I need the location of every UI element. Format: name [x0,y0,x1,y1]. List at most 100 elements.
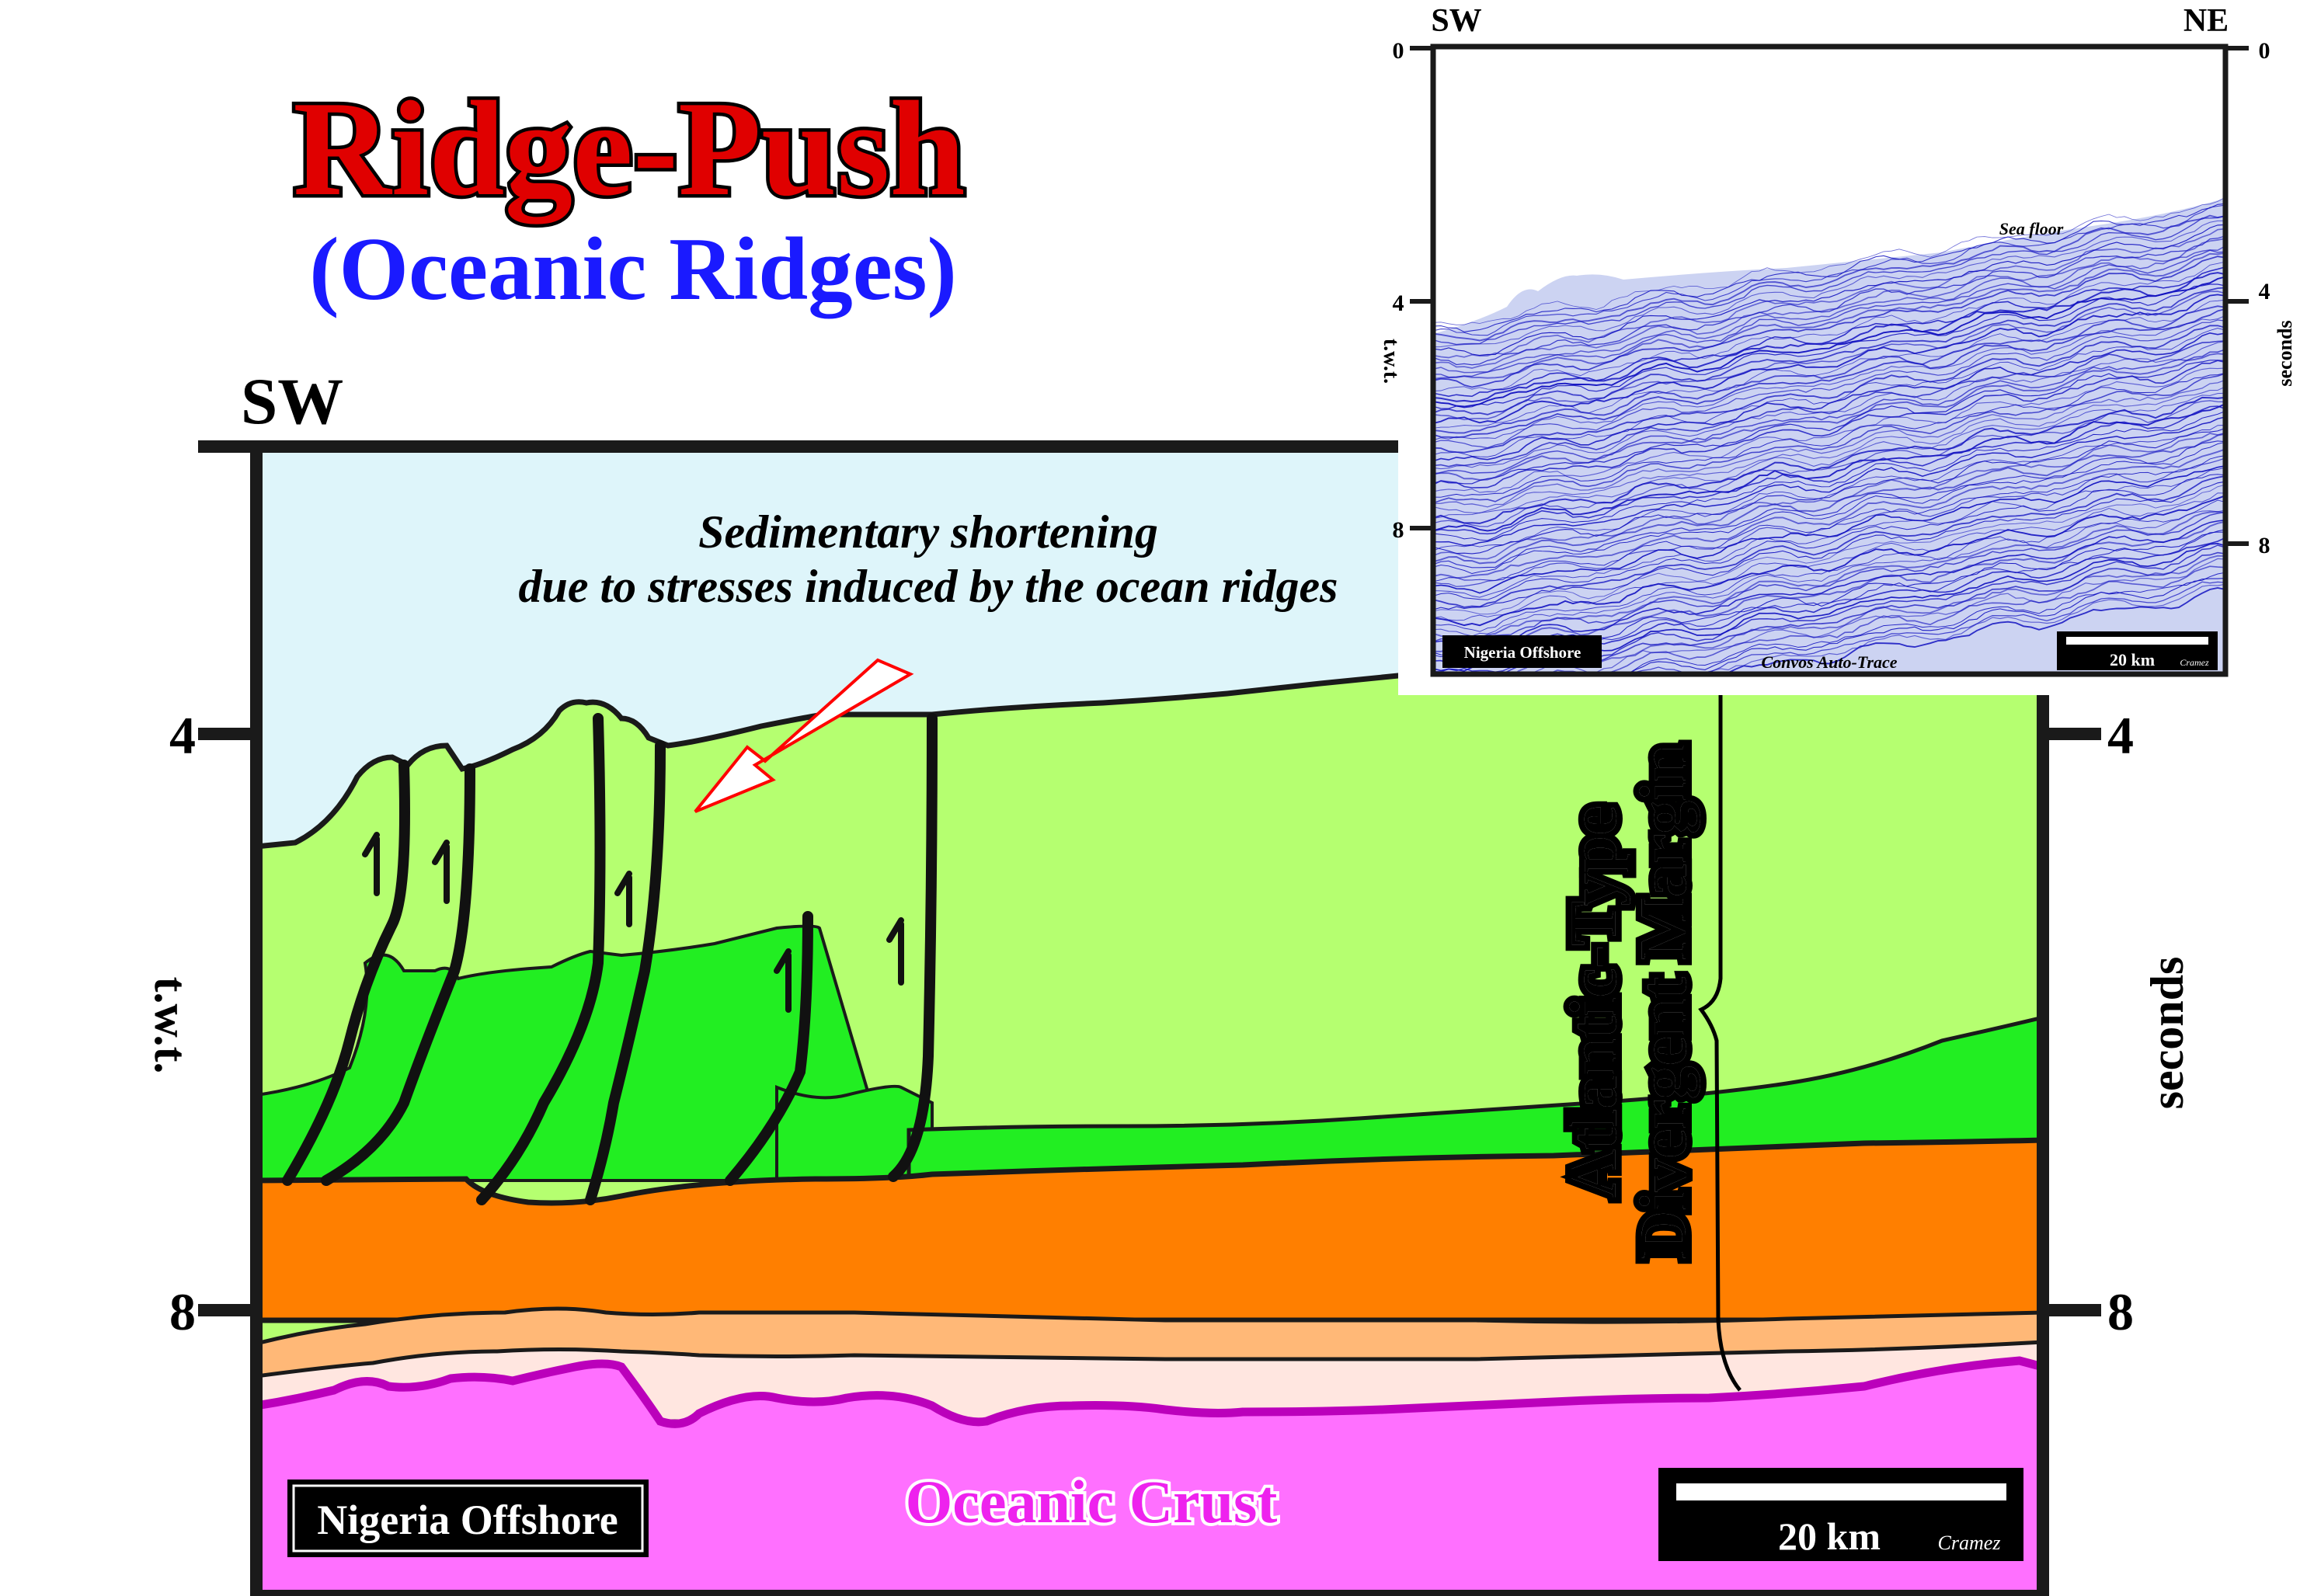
right-axis: 4 8 seconds [2043,706,2193,1341]
margin-bracket [1698,683,1742,1392]
orange-layer [256,1137,2043,1323]
scale-bar [1676,1483,2006,1500]
left-tick-8: 8 [169,1282,196,1341]
seismic-reflector [1433,425,2225,551]
seismic-reflector [1433,283,2225,409]
location-box: Nigeria Offshore [287,1480,649,1557]
annotation-line-1: Sedimentary shortening [698,506,1158,558]
seismic-reflector [1433,379,2225,508]
margin-label-line-2-fg: Divergent Margin [1626,745,1700,1259]
seismic-reflector [1433,261,2225,391]
seismic-reflector [1433,511,2225,642]
seismic-reflector [1433,416,2225,547]
seismic-reflector [1433,252,2225,380]
seismic-reflector [1658,586,2225,674]
seismic-reflector [1627,577,2225,674]
left-tick-4: 4 [169,706,196,765]
seismic-reflector [1433,448,2225,579]
seismic-reflector [1433,475,2225,608]
title-sub: (Oceanic Ridges) [309,220,957,318]
inset-scale-credit: Cramez [2180,657,2209,668]
scale-label: 20 km [1778,1514,1881,1558]
seismic-reflector [1433,235,2225,366]
inset-location-label: Nigeria Offshore [1464,643,1581,662]
seismic-reflector [1433,467,2225,598]
seismic-reflector [1433,319,2225,449]
seismic-reflector [1433,499,2225,632]
seismic-reflector [1433,410,2225,541]
inset-left-tick-8: 8 [1393,517,1404,543]
shortening-arrow-icon [694,658,914,813]
margin-label-line-1-fg: Atlantic-Type [1556,806,1630,1198]
seismic-reflector [1433,256,2225,388]
thrust-arrows [362,832,904,1013]
sea-floor-label: Sea floor [1999,219,2064,238]
seismic-reflector [1433,492,2225,621]
right-tick-8: 8 [2107,1282,2134,1341]
seismic-reflector [1433,272,2225,403]
inset-frame [1430,43,2229,677]
inset-left-tick-0: 0 [1393,38,1404,64]
seismic-reflector [1433,325,2225,454]
thrust-wedge-toe [775,1084,934,1190]
inset-right-tick-8: 8 [2259,533,2270,558]
seismic-reflector [1433,228,2225,359]
seismic-reflector [1433,396,2225,524]
seismic-reflector [1433,294,2225,424]
seismic-reflector [1659,583,2225,674]
seismic-reflector [1433,249,2225,378]
inset-right-axis-label: seconds [2274,320,2296,386]
seismic-reflector [1433,305,2225,434]
inset-left-tick-4: 4 [1393,290,1404,316]
seismic-reflector [1433,196,2225,325]
seismic-reflector [1433,520,2225,652]
seismic-reflector [1433,341,2225,470]
seismic-reflector [1433,474,2225,600]
seismic-traces [1433,196,2225,674]
seismic-reflector [1433,214,2225,346]
seismic-reflector [1433,432,2225,560]
scale-credit: Cramez [1938,1532,2001,1554]
seismic-reflector [1433,440,2225,569]
location-label: Nigeria Offshore [317,1497,618,1543]
seismic-reflector [1433,287,2225,416]
seismic-reflector [1433,266,2225,398]
annotation-line-2: due to stresses induced by the ocean rid… [519,561,1338,612]
seismic-reflector [1626,572,2225,674]
seismic-reflector [1433,220,2225,348]
seismic-reflector [1433,360,2225,489]
right-tick-4: 4 [2107,706,2134,765]
seismic-reflector [1433,315,2225,441]
seismic-reflector [1433,457,2225,587]
seismic-reflector [1433,340,2225,468]
inset-scale-box: 20 km Cramez [2057,631,2218,670]
seismic-reflector [1433,484,2225,615]
seismic-reflector [1433,427,2225,555]
title-main: Ridge-Push [293,73,965,224]
seismic-reflector [1433,405,2225,535]
seismic-reflector [1433,276,2225,408]
scale-bar-box: 20 km Cramez [1658,1468,2023,1561]
margin-label: Atlantic-Type Atlantic-Type Divergent Ma… [1550,739,1707,1265]
inset-direction-sw: SW [1431,3,1481,39]
seismic-reflector [1433,372,2225,498]
seismic-reflector [1433,433,2225,565]
seismic-reflector [1433,238,2225,369]
seismic-reflector [1630,581,2225,674]
seismic-reflector [1433,509,2225,637]
seismic-reflector [1433,203,2225,332]
seismic-reflector [1433,373,2225,504]
left-axis: 4 8 t.w.t. [145,440,256,1341]
seismic-reflector [1433,299,2225,429]
seismic-inset: SW NE 0 4 8 t.w.t. 0 4 8 seconds S [1379,3,2296,695]
seismic-reflector [1433,495,2225,627]
seismic-reflector [1433,290,2225,421]
inset-left-axis-label: t.w.t. [1379,339,1403,384]
seismic-reflector [1433,204,2225,336]
seismic-reflector [1433,441,2225,574]
seismic-reflector [1433,214,2225,342]
seismic-reflector [1433,353,2225,481]
inset-right-tick-0: 0 [2259,38,2270,64]
inset-scale-label: 20 km [2110,650,2155,669]
